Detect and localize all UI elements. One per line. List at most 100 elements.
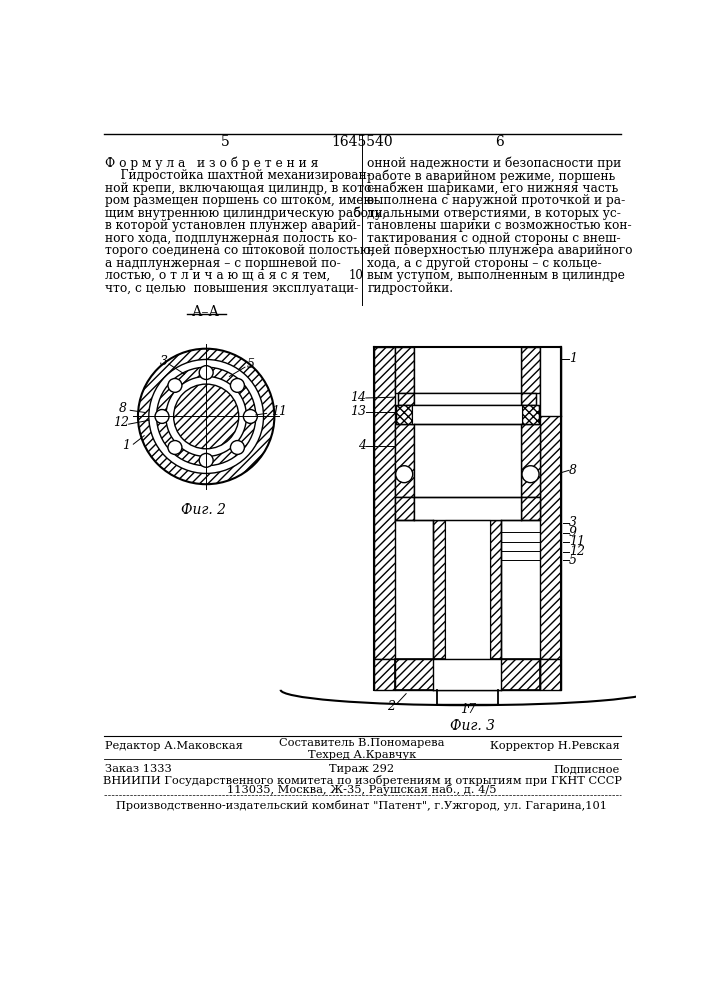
Bar (395, 347, 414, 393)
Circle shape (156, 367, 256, 466)
Bar (522, 405, 539, 424)
Text: диальными отверстиями, в которых ус-: диальными отверстиями, в которых ус- (368, 207, 621, 220)
Text: 6: 6 (495, 135, 503, 149)
Text: онной надежности и безопасности при: онной надежности и безопасности при (368, 157, 621, 170)
Text: 1645540: 1645540 (331, 135, 393, 149)
Text: 5: 5 (354, 207, 361, 220)
Text: 8: 8 (119, 402, 127, 415)
Text: работе в аварийном режиме, поршень: работе в аварийном режиме, поршень (368, 169, 616, 183)
Text: вым уступом, выполненным в цилиндре: вым уступом, выполненным в цилиндре (368, 269, 625, 282)
Text: ром размещен поршень со штоком, имею-: ром размещен поршень со штоком, имею- (105, 194, 379, 207)
Bar (521, 347, 540, 393)
Text: 2: 2 (387, 700, 395, 713)
Text: 11: 11 (271, 405, 287, 418)
Bar (540, 347, 561, 659)
Bar (398, 393, 414, 405)
Bar (445, 520, 490, 659)
Text: 5: 5 (569, 554, 577, 567)
Bar (414, 347, 521, 393)
Bar (521, 424, 540, 497)
Bar (395, 659, 540, 690)
Text: 17: 17 (460, 703, 476, 716)
Circle shape (522, 466, 539, 483)
Text: 14: 14 (350, 391, 366, 404)
Text: 1: 1 (122, 439, 130, 452)
Bar (522, 405, 539, 424)
Circle shape (155, 410, 169, 423)
Text: Техред А.Кравчук: Техред А.Кравчук (308, 750, 416, 760)
Text: снабжен шариками, его нижняя часть: снабжен шариками, его нижняя часть (368, 182, 619, 195)
Text: Заказ 1333: Заказ 1333 (105, 764, 173, 774)
Bar (414, 424, 521, 497)
Circle shape (149, 359, 264, 473)
Bar (395, 659, 540, 690)
Text: 10: 10 (349, 269, 363, 282)
Text: 11: 11 (569, 535, 585, 548)
Text: 113035, Москва, Ж-35, Раушская наб., д. 4/5: 113035, Москва, Ж-35, Раушская наб., д. … (227, 784, 497, 795)
Text: Корректор Н.Ревская: Корректор Н.Ревская (489, 741, 619, 751)
Bar (396, 405, 412, 424)
Bar (395, 497, 414, 520)
Bar (395, 497, 414, 520)
Text: 12: 12 (569, 545, 585, 558)
Text: Подписное: Подписное (553, 764, 619, 774)
Bar (521, 393, 537, 405)
Text: 4: 4 (358, 439, 366, 452)
Text: 5: 5 (221, 135, 230, 149)
Circle shape (230, 441, 245, 454)
Text: Производственно-издательский комбинат "Патент", г.Ужгород, ул. Гагарина,101: Производственно-издательский комбинат "П… (117, 800, 607, 811)
Text: ней поверхностью плунжера аварийного: ней поверхностью плунжера аварийного (368, 244, 633, 257)
Bar (540, 347, 561, 416)
Text: 13: 13 (350, 405, 366, 418)
Text: щим внутреннюю цилиндрическую работу,: щим внутреннюю цилиндрическую работу, (105, 207, 387, 220)
Circle shape (396, 466, 413, 483)
Circle shape (174, 384, 239, 449)
Text: тактирования с одной стороны с внеш-: тактирования с одной стороны с внеш- (368, 232, 621, 245)
Text: хода, а с другой стороны – с кольце-: хода, а с другой стороны – с кольце- (368, 257, 602, 270)
Bar (433, 659, 501, 690)
Text: лостью, о т л и ч а ю щ а я с я тем,: лостью, о т л и ч а ю щ а я с я тем, (105, 269, 331, 282)
Text: что, с целью  повышения эксплуатаци-: что, с целью повышения эксплуатаци- (105, 282, 358, 295)
Bar (521, 393, 537, 405)
Bar (414, 393, 521, 405)
Text: Редактор А.Маковская: Редактор А.Маковская (105, 741, 243, 751)
Bar (395, 424, 414, 497)
Bar (396, 405, 412, 424)
Text: 8: 8 (569, 464, 577, 477)
Bar (521, 497, 540, 520)
Circle shape (168, 441, 182, 454)
Text: а надплунжерная – с поршневой по-: а надплунжерная – с поршневой по- (105, 257, 341, 270)
Circle shape (199, 366, 213, 379)
Circle shape (243, 410, 257, 423)
Text: ВНИИПИ Государственного комитета по изобретениям и открытиям при ГКНТ СССР: ВНИИПИ Государственного комитета по изоб… (103, 774, 621, 786)
Bar (490, 520, 501, 659)
Text: 5: 5 (247, 358, 255, 371)
Text: Фиг. 2: Фиг. 2 (180, 503, 226, 517)
Text: выполнена с наружной проточкой и ра-: выполнена с наружной проточкой и ра- (368, 194, 626, 207)
Text: 3: 3 (160, 355, 168, 368)
Text: Ф о р м у л а   и з о б р е т е н и я: Ф о р м у л а и з о б р е т е н и я (105, 157, 319, 170)
Text: торого соединена со штоковой полостью,: торого соединена со штоковой полостью, (105, 244, 375, 257)
Text: А–А: А–А (192, 305, 220, 319)
Bar (373, 347, 395, 659)
Text: Тираж 292: Тираж 292 (329, 764, 395, 774)
Bar (412, 405, 522, 424)
Text: в которой установлен плунжер аварий-: в которой установлен плунжер аварий- (105, 219, 361, 232)
Text: 9: 9 (569, 526, 577, 539)
Circle shape (138, 349, 274, 484)
Text: Фиг. 3: Фиг. 3 (450, 719, 494, 733)
Bar (414, 497, 521, 520)
Text: ного хода, подплунжерная полость ко-: ного хода, подплунжерная полость ко- (105, 232, 358, 245)
Bar (540, 659, 561, 690)
Circle shape (166, 376, 247, 456)
Circle shape (199, 453, 213, 467)
Text: ной крепи, включающая цилиндр, в кото-: ной крепи, включающая цилиндр, в кото- (105, 182, 376, 195)
Text: 12: 12 (113, 416, 129, 429)
Text: тановлены шарики с возможностью кон-: тановлены шарики с возможностью кон- (368, 219, 632, 232)
Circle shape (168, 378, 182, 392)
Text: 3: 3 (569, 516, 577, 529)
Bar (433, 520, 445, 659)
Circle shape (230, 378, 245, 392)
Text: Составитель В.Пономарева: Составитель В.Пономарева (279, 738, 445, 748)
Bar (398, 393, 414, 405)
